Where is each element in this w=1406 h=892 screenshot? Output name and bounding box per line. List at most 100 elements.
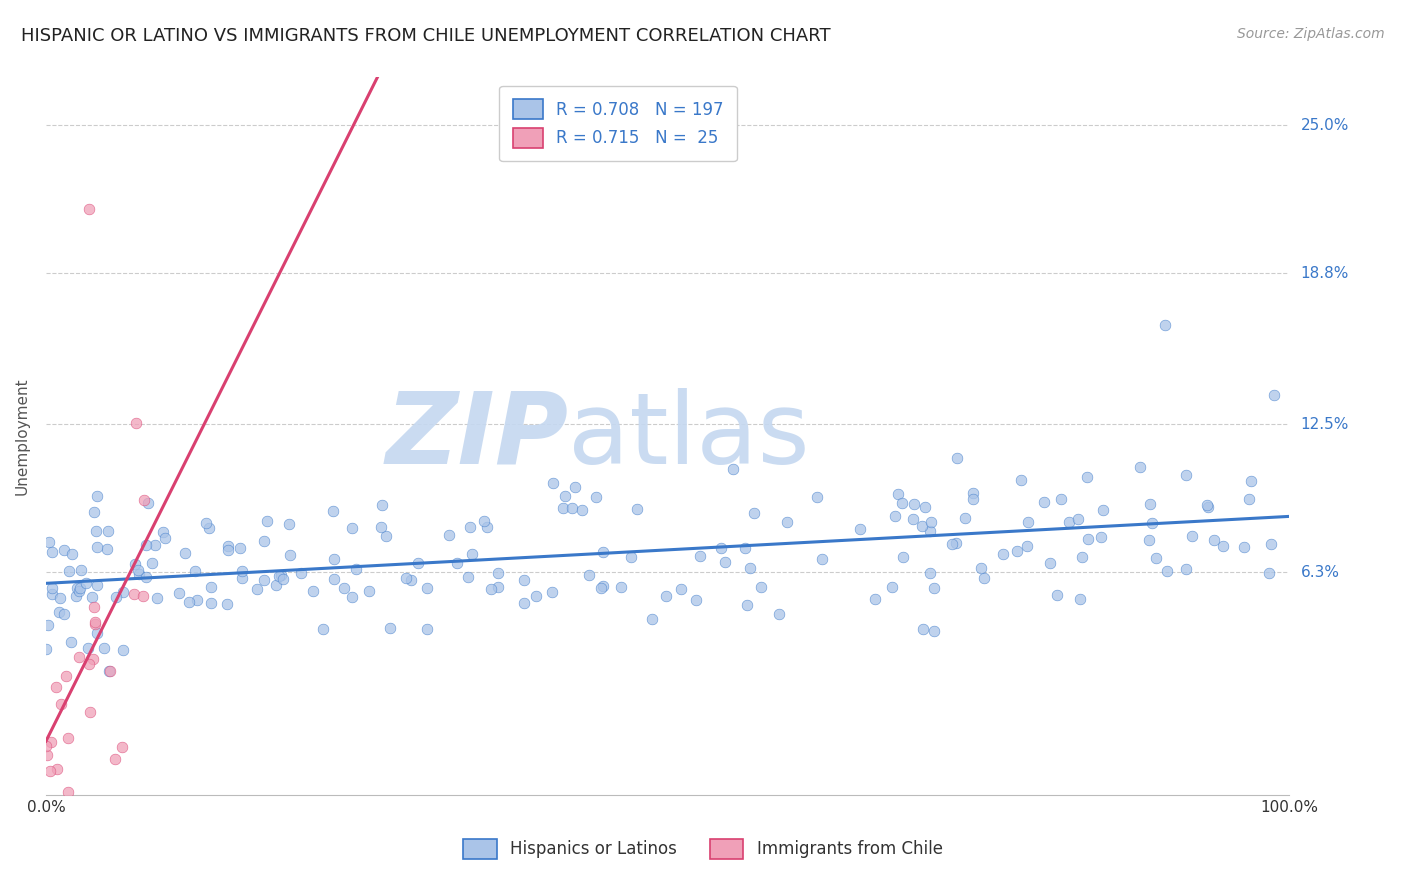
Point — [45, 680, 67, 694]
Point — [93, 640, 115, 655]
Point — [526, 589, 548, 603]
Point — [146, 591, 169, 605]
Point — [76, 641, 98, 656]
Text: 12.5%: 12.5% — [1301, 417, 1348, 432]
Point — [1156, 564, 1178, 578]
Text: Source: ZipAtlas.com: Source: ZipAtlas.com — [1237, 27, 1385, 41]
Point — [374, 529, 396, 543]
Point — [86, 540, 108, 554]
Point — [1197, 500, 1219, 514]
Point — [887, 487, 910, 501]
Point — [585, 490, 607, 504]
Point — [918, 524, 941, 538]
Point — [96, 524, 118, 538]
Point — [446, 556, 468, 570]
Point — [1090, 530, 1112, 544]
Point — [38, 764, 60, 778]
Point — [626, 502, 648, 516]
Point — [735, 598, 758, 612]
Point — [41, 587, 63, 601]
Point — [312, 622, 335, 636]
Point — [924, 581, 946, 595]
Point — [962, 492, 984, 507]
Point — [479, 582, 502, 596]
Point — [710, 541, 733, 556]
Point — [1033, 495, 1056, 509]
Point — [849, 522, 872, 536]
Point — [302, 584, 325, 599]
Point — [100, 664, 122, 678]
Point — [1174, 562, 1197, 576]
Point — [217, 539, 239, 553]
Point — [132, 493, 155, 508]
Point — [461, 547, 484, 561]
Point — [128, 566, 150, 581]
Point — [323, 552, 346, 566]
Point — [264, 578, 287, 592]
Point — [83, 505, 105, 519]
Point — [734, 541, 756, 556]
Point — [41, 581, 63, 595]
Point — [571, 503, 593, 517]
Point — [749, 580, 772, 594]
Point — [83, 599, 105, 614]
Point — [84, 524, 107, 538]
Point — [1137, 533, 1160, 547]
Point — [38, 535, 60, 549]
Text: ZIP: ZIP — [385, 387, 568, 484]
Point — [359, 583, 381, 598]
Point — [125, 417, 148, 431]
Point — [82, 652, 104, 666]
Point — [53, 542, 76, 557]
Text: 6.3%: 6.3% — [1301, 565, 1340, 580]
Point — [333, 581, 356, 595]
Point — [1144, 551, 1167, 566]
Point — [1263, 388, 1285, 402]
Point — [253, 534, 276, 549]
Point — [685, 593, 707, 607]
Point — [912, 623, 935, 637]
Point — [689, 549, 711, 564]
Point — [775, 515, 797, 529]
Text: 25.0%: 25.0% — [1301, 118, 1348, 133]
Point — [553, 501, 575, 516]
Point — [1237, 492, 1260, 507]
Point — [973, 571, 995, 585]
Point — [56, 731, 79, 745]
Point — [564, 480, 586, 494]
Point — [79, 657, 101, 671]
Point — [370, 520, 392, 534]
Point — [167, 585, 190, 599]
Point — [1212, 539, 1234, 553]
Point — [620, 549, 643, 564]
Point — [554, 489, 576, 503]
Point — [903, 497, 925, 511]
Point — [86, 489, 108, 503]
Point — [86, 625, 108, 640]
Point — [153, 531, 176, 545]
Point — [231, 564, 253, 578]
Point — [1258, 566, 1281, 581]
Point — [1077, 532, 1099, 546]
Point — [945, 536, 967, 550]
Point — [1204, 533, 1226, 547]
Point — [41, 545, 63, 559]
Point — [416, 622, 439, 636]
Point — [543, 475, 565, 490]
Text: HISPANIC OR LATINO VS IMMIGRANTS FROM CHILE UNEMPLOYMENT CORRELATION CHART: HISPANIC OR LATINO VS IMMIGRANTS FROM CH… — [21, 27, 831, 45]
Point — [35, 641, 58, 656]
Point — [342, 520, 364, 534]
Point — [111, 642, 134, 657]
Point — [177, 595, 200, 609]
Point — [60, 547, 83, 561]
Point — [911, 519, 934, 533]
Point — [946, 451, 969, 466]
Text: 18.8%: 18.8% — [1301, 266, 1348, 281]
Point — [267, 569, 290, 583]
Point — [152, 524, 174, 539]
Point — [228, 541, 250, 555]
Point — [1069, 592, 1091, 607]
Point — [714, 555, 737, 569]
Point — [1039, 556, 1062, 570]
Point — [86, 577, 108, 591]
